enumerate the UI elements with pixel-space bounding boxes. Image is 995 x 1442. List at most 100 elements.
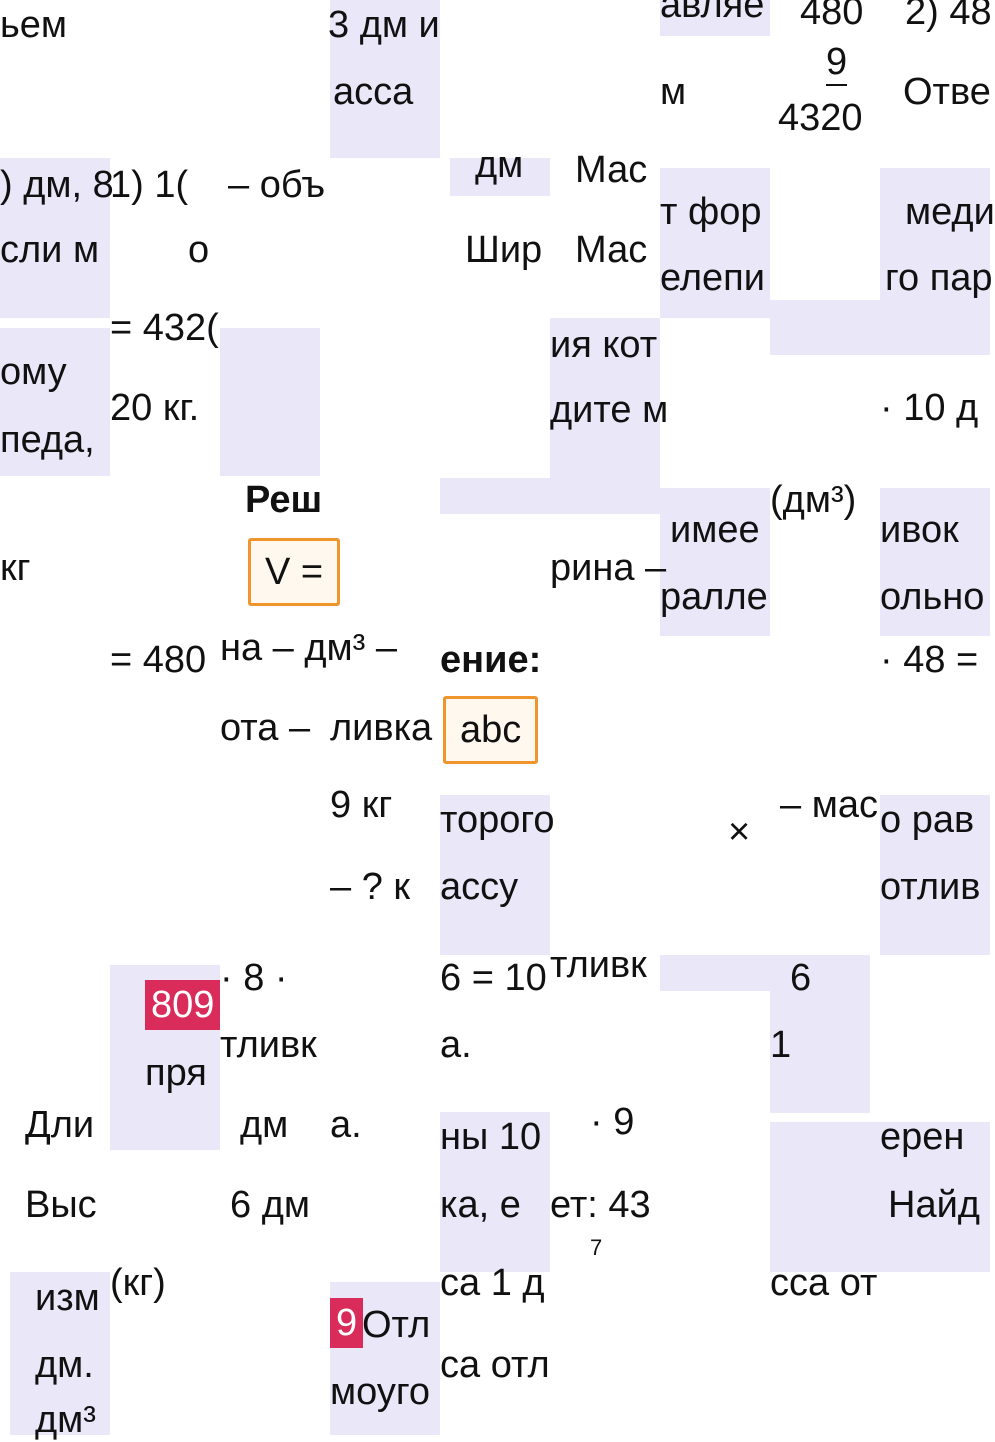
text-fragment: дите м [550,389,669,431]
text-fragment: дм. [35,1344,94,1386]
tile [0,158,110,318]
tile [450,158,550,196]
text-fragment: – объ [228,164,326,206]
text-fragment: отлив [880,866,981,908]
tile [770,300,990,355]
text-fragment: Мас [575,229,648,271]
text-fragment: 20 кг. [110,387,200,429]
tile [550,318,660,478]
tile [0,328,110,476]
text-fragment: ет: 43 [550,1184,651,1226]
tile [880,795,990,955]
text-fragment: ливка [330,707,433,749]
text-fragment: го пар [885,257,993,299]
text-fragment: 4320 [778,97,863,139]
text-fragment: Найд [888,1184,980,1226]
text-fragment: · 9 [590,1101,635,1143]
text-fragment: тливк [220,1024,317,1066]
text-fragment: ралле [660,576,768,618]
text-fragment: 1) 1( [110,164,189,206]
tile [880,488,990,636]
tile [660,488,770,636]
text-fragment: (дм³) [770,479,857,521]
text-fragment: елепи [660,257,765,299]
text-fragment: Шир [465,229,543,271]
text-fragment: Мас [575,149,648,191]
text-fragment: 480 [800,0,864,33]
text-fragment: т фор [660,191,762,233]
text-fragment: – ? к [330,866,411,908]
text-fragment: Выс [25,1184,97,1226]
text-fragment: Реш [245,479,323,521]
text-fragment: 9 [826,40,848,86]
text-fragment: = 480 [110,639,207,681]
text-fragment: ) дм, 8 [0,164,114,206]
text-fragment: кг [0,547,31,589]
text-fragment: дм [240,1104,289,1146]
text-fragment: 9 [330,1298,364,1348]
text-fragment: а. [330,1104,362,1146]
text-fragment: ны 10 [440,1116,542,1158]
text-fragment: 7 [590,1235,603,1260]
text-fragment: пря [145,1052,207,1094]
text-fragment: · 10 д [880,387,979,429]
tile [440,795,550,955]
text-fragment: 3 дм и [328,4,440,46]
tile [770,955,870,1113]
text-fragment: abc [443,696,539,764]
text-fragment: ивок [880,509,959,551]
text-fragment: 2) 48 [905,0,992,33]
text-fragment: на – дм³ – [220,627,398,669]
tile [660,0,770,36]
tile [880,168,990,308]
tile [660,168,770,318]
text-fragment: тливк [550,944,647,986]
text-fragment: V = [248,538,341,606]
text-fragment: авляе [660,0,765,26]
text-fragment: о рав [880,799,975,841]
text-fragment: о [188,229,210,271]
tile [770,1122,990,1272]
text-fragment: × [728,811,751,853]
text-fragment: ому [0,351,67,393]
text-fragment: 9 кг [330,784,393,826]
text-fragment: изм [35,1277,100,1319]
text-fragment: · 8 · [220,957,288,999]
text-fragment: ольно [880,576,985,618]
text-fragment: дм³ [35,1399,96,1441]
text-fragment: 6 дм [230,1184,310,1226]
text-fragment: 809 [145,980,221,1030]
text-fragment: ота – [220,707,311,749]
text-fragment: ия кот [550,324,658,366]
text-fragment: сли м [0,229,100,271]
text-fragment: Отве [903,71,991,113]
text-fragment: а. [440,1024,472,1066]
text-fragment: асса [333,71,414,113]
text-fragment: ьем [0,4,68,46]
text-fragment: – мас [780,784,878,826]
text-fragment: м [660,71,687,113]
tile [220,328,320,476]
tile [440,478,660,514]
text-fragment: торого [440,799,555,841]
text-fragment: ка, е [440,1184,521,1226]
text-fragment: сса от [770,1262,878,1304]
text-fragment: = 432( [110,307,219,349]
text-fragment: 6 = 10 [440,957,547,999]
text-fragment: педа, [0,419,95,461]
text-fragment: 6 [790,957,812,999]
tile [10,1272,110,1435]
text-fragment: моуго [330,1371,430,1413]
text-fragment: Дли [25,1104,95,1146]
text-fragment: ение: [440,639,542,681]
text-fragment: (кг) [110,1262,166,1304]
text-fragment: 1 [770,1024,792,1066]
tile [440,1112,550,1272]
text-fragment: ассу [440,866,519,908]
text-fragment: са 1 д [440,1262,545,1304]
text-fragment: са отл [440,1344,550,1386]
tile [330,0,440,158]
text-fragment: Отл [362,1304,431,1346]
text-fragment: · 48 = [880,639,979,681]
